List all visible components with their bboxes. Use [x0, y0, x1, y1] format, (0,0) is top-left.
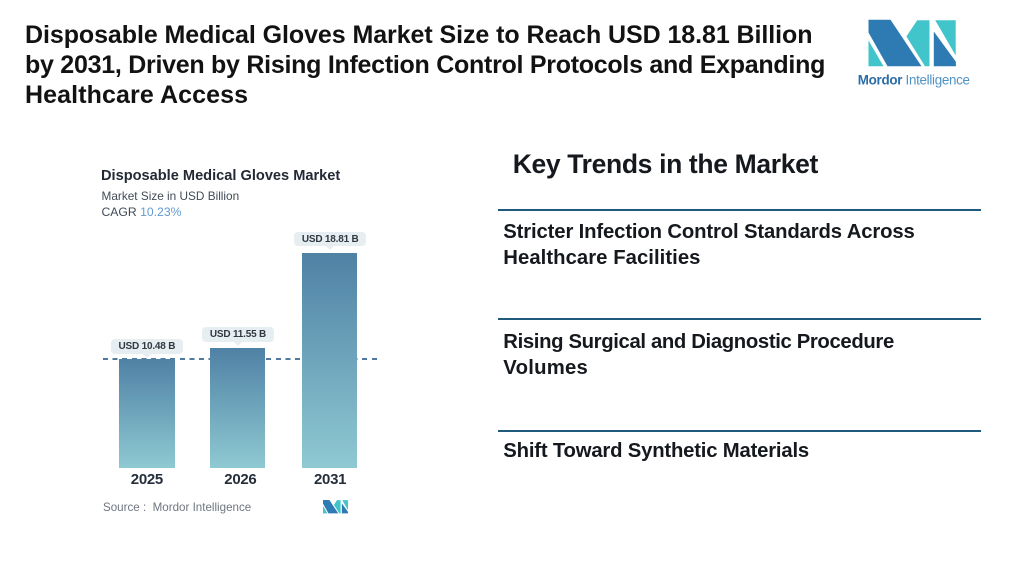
svg-text:Mordor Intelligence: Mordor Intelligence — [858, 72, 970, 87]
